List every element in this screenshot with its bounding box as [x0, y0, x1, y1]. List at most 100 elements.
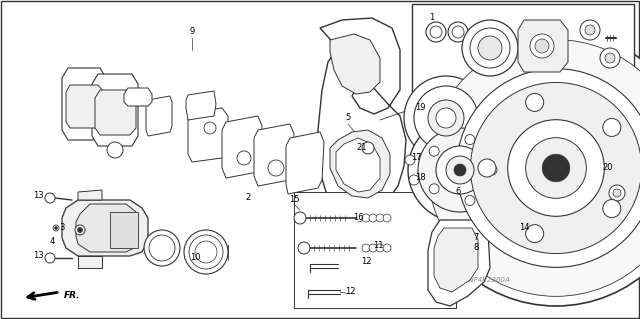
Text: FR.: FR.: [64, 291, 81, 300]
Circle shape: [609, 185, 625, 201]
Circle shape: [204, 122, 216, 134]
Circle shape: [429, 184, 439, 194]
Circle shape: [525, 93, 543, 111]
Circle shape: [585, 25, 595, 35]
Polygon shape: [330, 34, 380, 94]
Circle shape: [77, 227, 83, 233]
Circle shape: [457, 69, 640, 267]
Circle shape: [54, 226, 58, 229]
Circle shape: [605, 53, 615, 63]
Circle shape: [369, 244, 377, 252]
Text: 13: 13: [33, 190, 44, 199]
Polygon shape: [14, 185, 218, 305]
Circle shape: [294, 212, 306, 224]
Circle shape: [362, 214, 370, 222]
Circle shape: [376, 244, 384, 252]
Polygon shape: [294, 192, 456, 308]
Text: 14: 14: [519, 224, 529, 233]
Circle shape: [268, 160, 284, 176]
Circle shape: [452, 26, 464, 38]
Circle shape: [75, 225, 85, 235]
Ellipse shape: [195, 241, 217, 263]
Circle shape: [603, 200, 621, 218]
Circle shape: [408, 118, 512, 222]
Polygon shape: [62, 68, 106, 140]
Circle shape: [448, 22, 468, 42]
Circle shape: [535, 39, 549, 53]
Circle shape: [298, 242, 310, 254]
Circle shape: [465, 135, 475, 145]
Circle shape: [405, 155, 415, 165]
Polygon shape: [336, 138, 380, 192]
Polygon shape: [62, 200, 148, 256]
Text: 12: 12: [361, 257, 371, 266]
Circle shape: [454, 164, 466, 176]
Circle shape: [107, 142, 123, 158]
Circle shape: [508, 120, 604, 216]
Circle shape: [429, 146, 439, 156]
Circle shape: [45, 253, 55, 263]
Circle shape: [478, 159, 496, 177]
Circle shape: [580, 20, 600, 40]
Ellipse shape: [149, 235, 175, 261]
Text: 2: 2: [245, 194, 251, 203]
Circle shape: [428, 100, 464, 136]
Circle shape: [600, 48, 620, 68]
Polygon shape: [518, 20, 568, 72]
Bar: [412, 4, 634, 102]
Polygon shape: [286, 132, 324, 194]
Circle shape: [525, 225, 543, 243]
Polygon shape: [66, 85, 104, 128]
Circle shape: [470, 82, 640, 254]
Text: 17: 17: [411, 153, 421, 162]
Text: 10: 10: [189, 254, 200, 263]
Circle shape: [613, 189, 621, 197]
Circle shape: [376, 214, 384, 222]
Polygon shape: [78, 190, 102, 200]
Bar: [596, 180, 638, 206]
Circle shape: [383, 244, 391, 252]
Circle shape: [404, 76, 488, 160]
Ellipse shape: [144, 230, 180, 266]
Circle shape: [414, 86, 478, 150]
Circle shape: [409, 175, 419, 185]
Text: 15: 15: [289, 196, 300, 204]
Text: 3: 3: [60, 224, 65, 233]
Circle shape: [530, 34, 554, 58]
Circle shape: [53, 225, 59, 231]
Polygon shape: [146, 96, 172, 136]
Circle shape: [470, 28, 510, 68]
Circle shape: [362, 244, 370, 252]
Circle shape: [237, 151, 251, 165]
Polygon shape: [434, 228, 478, 292]
Circle shape: [45, 193, 55, 203]
Circle shape: [362, 142, 374, 154]
Text: 12: 12: [345, 287, 355, 296]
Ellipse shape: [184, 230, 228, 274]
Text: 7: 7: [474, 234, 479, 242]
Polygon shape: [254, 124, 294, 186]
Circle shape: [369, 214, 377, 222]
Circle shape: [478, 36, 502, 60]
Polygon shape: [52, 44, 320, 190]
Circle shape: [603, 118, 621, 137]
Polygon shape: [76, 204, 138, 252]
Text: 6: 6: [455, 187, 461, 196]
Text: 16: 16: [353, 213, 364, 222]
Text: SNF4B2200A: SNF4B2200A: [465, 277, 511, 283]
Text: 1: 1: [429, 13, 435, 23]
Circle shape: [487, 165, 497, 175]
Circle shape: [525, 137, 586, 198]
Polygon shape: [124, 88, 152, 106]
Text: 13: 13: [33, 250, 44, 259]
Polygon shape: [110, 212, 138, 248]
Polygon shape: [330, 130, 390, 198]
Circle shape: [383, 214, 391, 222]
Polygon shape: [92, 74, 138, 146]
Text: 18: 18: [415, 174, 426, 182]
Polygon shape: [318, 18, 406, 210]
Text: 4: 4: [49, 236, 54, 246]
Text: 21: 21: [356, 144, 367, 152]
Circle shape: [426, 22, 446, 42]
Circle shape: [428, 40, 640, 296]
